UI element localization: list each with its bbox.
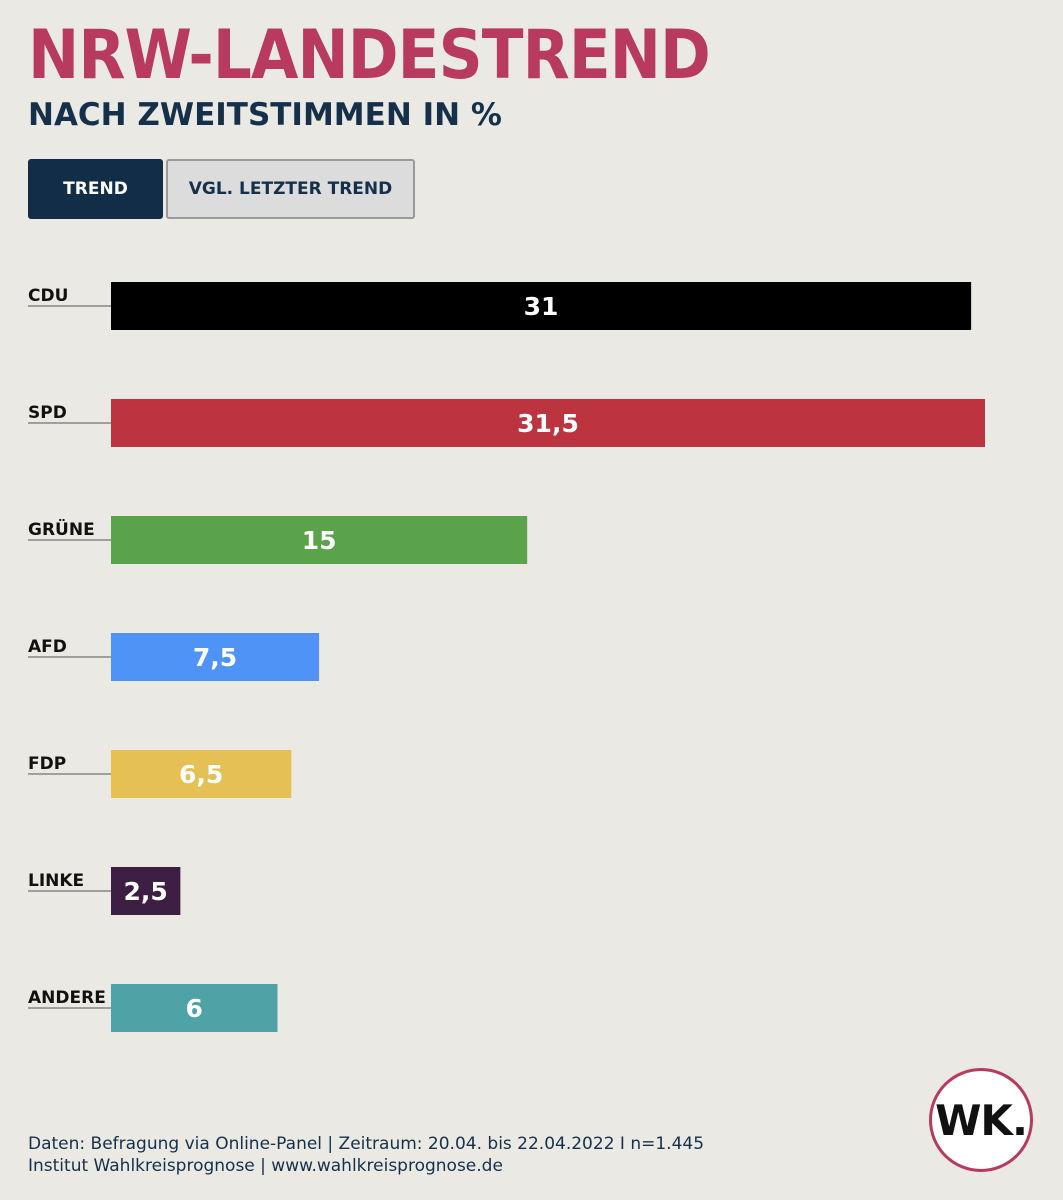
category-label-gruene: GRÜNE <box>28 518 95 540</box>
value-label-afd: 7,5 <box>193 643 237 672</box>
chart-subtitle: NACH ZWEITSTIMMEN IN % <box>28 97 502 133</box>
category-label-cdu: CDU <box>28 286 68 306</box>
category-label-linke: LINKE <box>28 871 84 891</box>
bar-afd <box>111 633 320 681</box>
value-label-linke: 2,5 <box>124 877 168 906</box>
bar-chart: CDU 31 SPD 31,5 GRÜNE 15 AFD 7,5 FDP 6,5 LINKE 2,5 A… <box>28 282 985 1032</box>
value-label-fdp: 6,5 <box>179 760 223 789</box>
bar-gruene <box>111 516 528 564</box>
category-label-spd: SPD <box>28 403 67 423</box>
source-line-1: Daten: Befragung via Online-Panel | Zeit… <box>28 1134 705 1154</box>
bar-fdp <box>111 750 292 798</box>
logo-text: WK. <box>935 1095 1028 1145</box>
bar-spd <box>111 399 985 447</box>
wk-logo: WK. <box>929 1068 1033 1172</box>
value-label-gruene: 15 <box>302 526 337 555</box>
value-label-cdu: 31 <box>524 292 559 321</box>
tab-compare-last-trend[interactable]: VGL. LETZTER TREND <box>166 159 415 219</box>
source-line-2: Institut Wahlkreisprognose | www.wahlkre… <box>28 1156 503 1176</box>
category-label-afd: AFD <box>28 637 67 657</box>
source-note: Daten: Befragung via Online-Panel | Zeit… <box>28 1133 704 1177</box>
bar-andere <box>111 984 278 1032</box>
value-label-andere: 6 <box>186 994 203 1023</box>
category-label-fdp: FDP <box>28 754 66 774</box>
chart-title: NRW-LANDESTREND <box>28 16 711 95</box>
bar-linke <box>111 867 181 915</box>
tab-trend[interactable]: TREND <box>28 159 163 219</box>
value-label-spd: 31,5 <box>517 409 579 438</box>
category-label-andere: ANDERE <box>28 988 106 1008</box>
bar-cdu <box>111 282 972 330</box>
